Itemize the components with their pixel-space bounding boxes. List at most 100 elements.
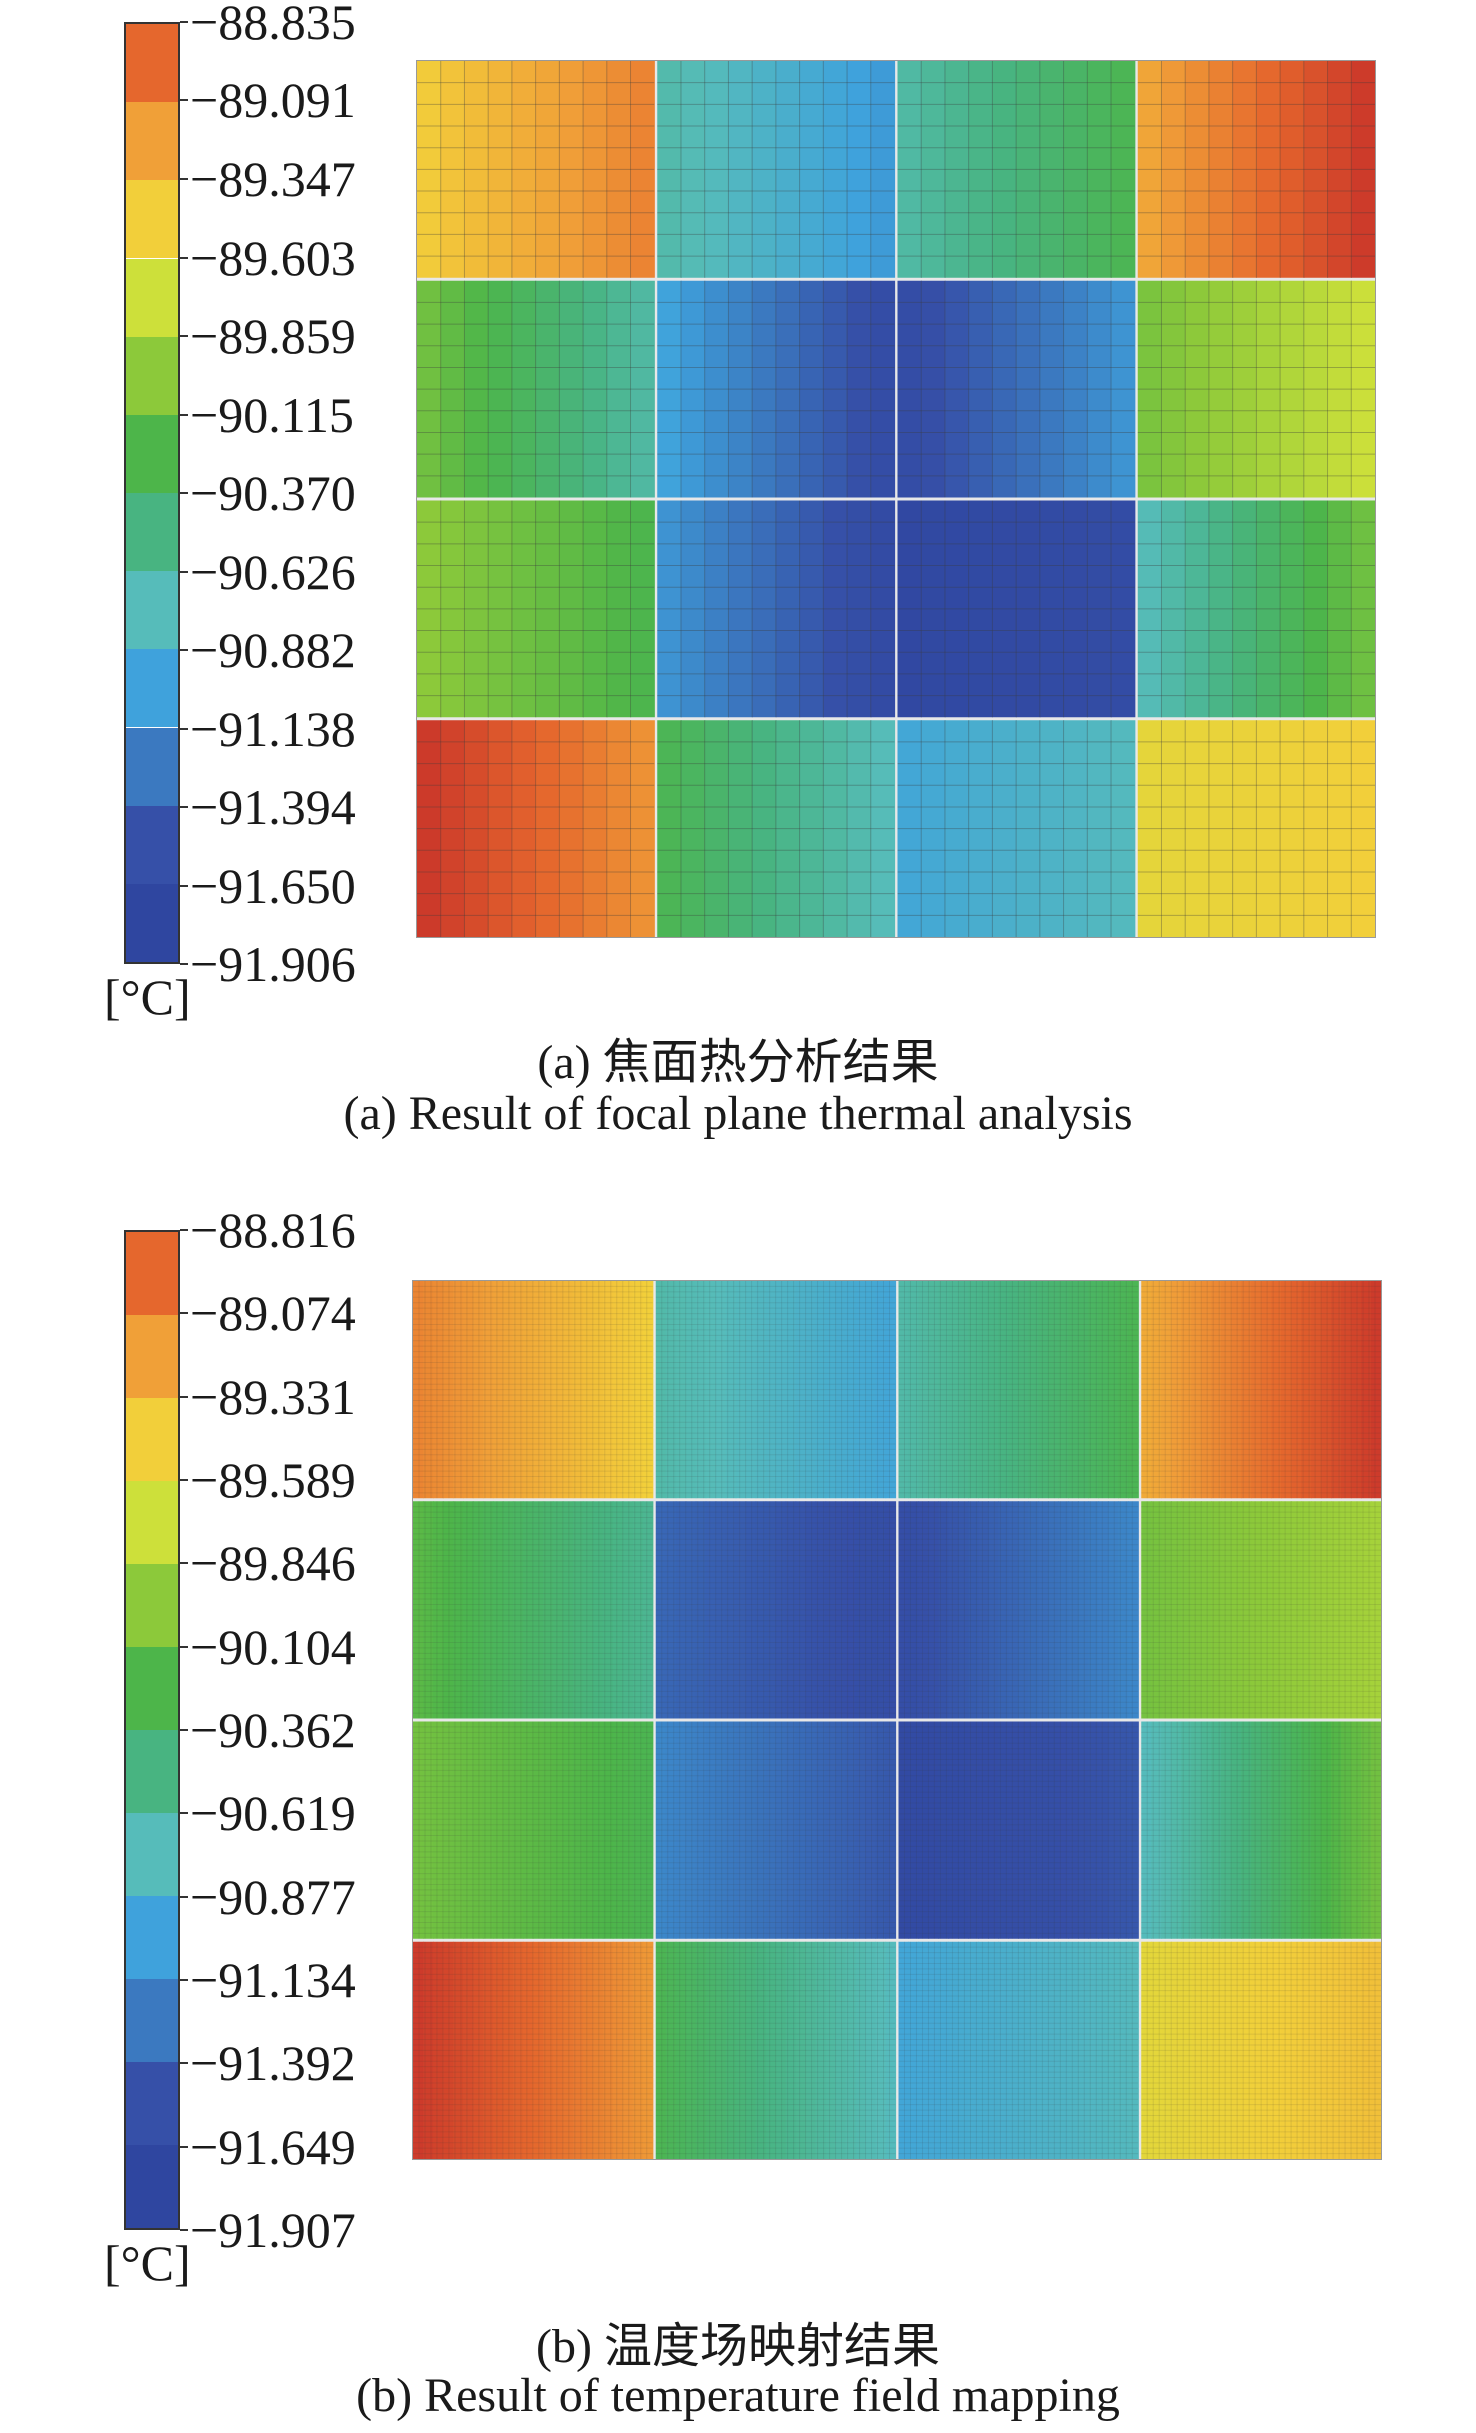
heatmap-tile [417, 720, 655, 937]
heatmap-cell [775, 280, 801, 498]
colorbar-band [126, 727, 178, 806]
heatmap-cell [855, 1501, 867, 1719]
thermal-field-map-a [416, 60, 1376, 938]
heatmap-cell [1351, 61, 1375, 278]
heatmap-cell [1232, 61, 1257, 278]
heatmap-cell [948, 1941, 960, 2159]
heatmap-cell [1341, 1281, 1352, 1499]
tick-label: −91.138 [190, 700, 356, 757]
heatmap-cell [735, 1941, 747, 2159]
heatmap-cell [492, 1721, 504, 1939]
heatmap-cell [835, 1941, 847, 2159]
heatmap-cell [542, 1281, 554, 1499]
heatmap-cell [978, 1501, 989, 1719]
tick-label: −88.816 [190, 1202, 356, 1258]
heatmap-cell [799, 61, 824, 278]
heatmap-cell [825, 1721, 837, 1939]
heatmap-tile [898, 1941, 1139, 2159]
heatmap-cell [482, 1941, 494, 2159]
heatmap-cell [938, 1941, 950, 2159]
heatmap-cell [968, 280, 994, 498]
heatmap-cell [775, 1501, 787, 1719]
heatmap-cell [417, 720, 442, 937]
heatmap-cell [898, 1941, 910, 2159]
heatmap-cell [908, 1281, 920, 1499]
colorbar-band [126, 102, 178, 181]
heatmap-cell [1018, 1941, 1029, 2159]
heatmap-cell [1271, 1501, 1282, 1719]
heatmap-cell [765, 1501, 777, 1719]
heatmap-cell [512, 1501, 524, 1719]
heatmap-cell [572, 1721, 584, 1939]
colorbar-band [126, 805, 178, 884]
heatmap-cell [1137, 720, 1163, 937]
heatmap-cell [1261, 1721, 1272, 1939]
heatmap-cell [1256, 500, 1281, 718]
heatmap-cell [440, 61, 466, 278]
heatmap-cell [472, 1721, 484, 1939]
heatmap-cell [704, 500, 730, 718]
heatmap-cell [1141, 1941, 1152, 2159]
heatmap-cell [728, 720, 753, 937]
heatmap-cell [1256, 720, 1281, 937]
heatmap-cell [1211, 1281, 1222, 1499]
heatmap-cell [612, 1941, 624, 2159]
heatmap-cell [835, 1501, 847, 1719]
heatmap-cell [1181, 1501, 1192, 1719]
heatmap-cell [704, 280, 730, 498]
colorbar-band [126, 1564, 178, 1647]
heatmap-cell [988, 1941, 999, 2159]
heatmap-cell [775, 500, 801, 718]
heatmap-cell [752, 61, 777, 278]
heatmap-cell [1351, 720, 1375, 937]
heatmap-cell [442, 1941, 454, 2159]
heatmap-cell [606, 720, 632, 937]
heatmap-cell [1256, 61, 1281, 278]
heatmap-cell [845, 1721, 857, 1939]
heatmap-cell [1058, 1501, 1069, 1719]
heatmap-cell [1181, 1721, 1192, 1939]
heatmap-cell [472, 1941, 484, 2159]
heatmap-cell [1221, 1281, 1232, 1499]
heatmap-cell [665, 1501, 677, 1719]
heatmap-cell [632, 1941, 644, 2159]
tick-mark [180, 570, 188, 573]
heatmap-cell [1280, 280, 1305, 498]
heatmap-tile [413, 1941, 654, 2159]
heatmap-cell [1303, 61, 1329, 278]
heatmap-cell [1111, 500, 1136, 718]
heatmap-cell [1161, 1281, 1172, 1499]
heatmap-cell [1301, 1501, 1312, 1719]
colorbar-tick: −91.907 [180, 2205, 356, 2255]
heatmap-cell [1128, 1721, 1139, 1939]
heatmap-tile [898, 1281, 1139, 1499]
heatmap-cell [1088, 1721, 1099, 1939]
heatmap-cell [1108, 1281, 1119, 1499]
heatmap-cell [1088, 1281, 1099, 1499]
heatmap-cell [1201, 1941, 1212, 2159]
heatmap-cell [845, 1501, 857, 1719]
heatmap-cell [1171, 1501, 1182, 1719]
heatmap-tile [655, 1941, 897, 2159]
heatmap-cell [1281, 1501, 1292, 1719]
heatmap-cell [823, 280, 848, 498]
heatmap-cell [1137, 61, 1163, 278]
heatmap-cell [870, 720, 896, 937]
heatmap-cell [704, 61, 730, 278]
heatmap-cell [944, 500, 970, 718]
heatmap-cell [1291, 1941, 1302, 2159]
heatmap-cell [1261, 1941, 1272, 2159]
colorbar-tick: −89.091 [180, 75, 356, 125]
caption-zh-b: (b) 温度场映射结果 [536, 2320, 940, 2373]
heatmap-cell [1271, 1941, 1282, 2159]
heatmap-cell [630, 500, 655, 718]
heatmap-cell [847, 720, 872, 937]
colorbar-tick: −91.650 [180, 861, 356, 911]
heatmap-cell [1008, 1721, 1019, 1939]
heatmap-cell [992, 500, 1017, 718]
heatmap-cell [632, 1501, 644, 1719]
tick-label: −90.626 [190, 543, 356, 600]
colorbar-band [126, 1481, 178, 1564]
heatmap-cell [1311, 1941, 1322, 2159]
heatmap-cell [552, 1281, 564, 1499]
